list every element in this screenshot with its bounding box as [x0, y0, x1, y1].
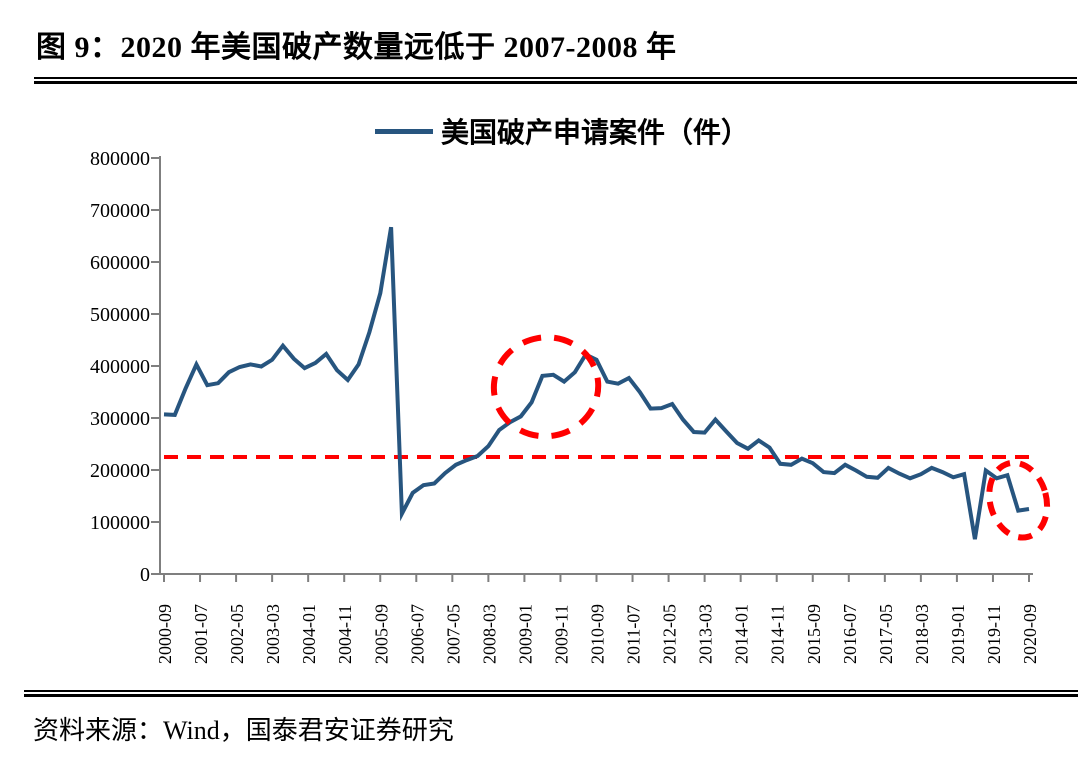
x-axis-tick-label: 2000-09 — [155, 604, 175, 664]
x-axis-tick-label: 2013-03 — [696, 604, 716, 664]
x-axis-tick-label: 2016-07 — [840, 604, 860, 664]
legend-line-swatch — [374, 128, 433, 134]
x-axis-tick-label: 2002-05 — [227, 604, 247, 664]
x-axis-tick-label: 2010-09 — [588, 604, 608, 664]
y-axis-tick-label: 700000 — [90, 200, 150, 222]
y-axis-tick-label: 200000 — [90, 460, 150, 482]
x-axis-tick-label: 2018-03 — [912, 604, 932, 664]
x-axis-tick-label: 2014-01 — [732, 604, 752, 664]
y-axis-tick-label: 600000 — [90, 252, 150, 274]
x-axis-tick-label: 2011-07 — [624, 605, 644, 664]
x-axis-tick-label: 2004-01 — [299, 604, 319, 664]
x-axis-tick-label: 2005-09 — [371, 604, 391, 664]
y-axis-tick-label: 500000 — [90, 304, 150, 326]
figure-title: 图 9：2020 年美国破产数量远低于 2007-2008 年 — [36, 31, 677, 64]
data-source-note: 资料来源：Wind，国泰君安证券研究 — [33, 716, 454, 745]
x-axis-tick-label: 2014-11 — [768, 605, 788, 664]
x-axis-tick-label: 2020-09 — [1020, 604, 1040, 664]
y-axis-tick-label: 800000 — [90, 148, 150, 170]
legend-series-label: 美国破产申请案件（件） — [440, 118, 749, 149]
x-axis-tick-label: 2008-03 — [479, 604, 499, 664]
x-axis-tick-label: 2001-07 — [191, 604, 211, 664]
x-axis-tick-label: 2012-05 — [660, 604, 680, 664]
x-axis-tick-label: 2017-05 — [876, 604, 896, 664]
x-axis-tick-label: 2004-11 — [335, 605, 355, 664]
x-axis-tick-label: 2019-01 — [948, 604, 968, 664]
x-axis-tick-label: 2009-01 — [515, 604, 535, 664]
x-axis-tick-label: 2007-05 — [443, 604, 463, 664]
annotation-ellipse-2009-peak — [490, 334, 602, 440]
title-divider-rule — [34, 77, 1077, 84]
y-axis-tick-label: 400000 — [90, 356, 150, 378]
chart-legend: 美国破产申请案件（件） — [22, 111, 1080, 151]
x-axis-tick-label: 2003-03 — [263, 604, 283, 664]
bankruptcy-series-line — [163, 226, 1030, 540]
y-axis-tick-label: 100000 — [90, 512, 150, 534]
y-axis-tick-label: 0 — [140, 564, 150, 586]
annotation-ellipse-2020-drop — [986, 459, 1051, 541]
x-axis-tick-label: 2015-09 — [804, 604, 824, 664]
x-axis-tick-label: 2006-07 — [407, 604, 427, 664]
y-axis-tick-label: 300000 — [90, 408, 150, 430]
x-axis-tick-label: 2009-11 — [551, 605, 571, 664]
footer-divider-rule — [24, 690, 1078, 697]
x-axis-tick-label: 2019-11 — [984, 605, 1004, 664]
